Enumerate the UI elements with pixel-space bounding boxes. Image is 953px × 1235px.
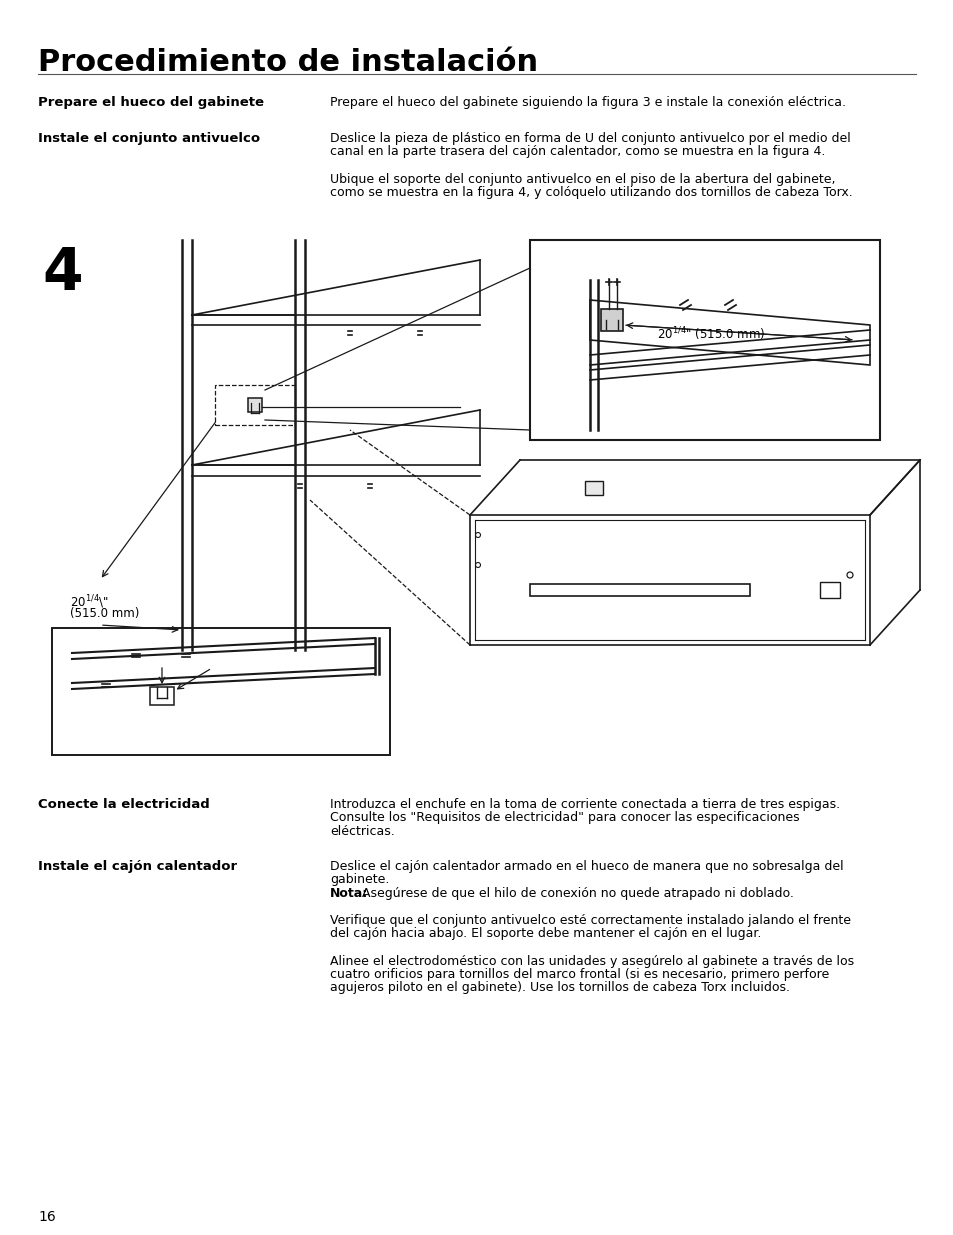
Bar <box>214 385 294 425</box>
Text: cuatro orificios para tornillos del marco frontal (si es necesario, primero perf: cuatro orificios para tornillos del marc… <box>330 968 828 981</box>
Text: Conecte la electricidad: Conecte la electricidad <box>38 798 210 811</box>
Text: Prepare el hueco del gabinete: Prepare el hueco del gabinete <box>38 96 264 109</box>
Text: Procedimiento de instalación: Procedimiento de instalación <box>38 48 537 77</box>
Text: del cajón hacia abajo. El soporte debe mantener el cajón en el lugar.: del cajón hacia abajo. El soporte debe m… <box>330 927 760 941</box>
Text: Deslice el cajón calentador armado en el hueco de manera que no sobresalga del: Deslice el cajón calentador armado en el… <box>330 860 842 873</box>
Bar <box>530 584 749 597</box>
Text: Deslice la pieza de plástico en forma de U del conjunto antivuelco por el medio : Deslice la pieza de plástico en forma de… <box>330 132 850 144</box>
Text: 16: 16 <box>38 1210 55 1224</box>
Text: 20$^{1/4}$" (515.0 mm): 20$^{1/4}$" (515.0 mm) <box>657 325 764 342</box>
Text: eléctricas.: eléctricas. <box>330 825 395 839</box>
Text: Verifique que el conjunto antivuelco esté correctamente instalado jalando el fre: Verifique que el conjunto antivuelco est… <box>330 914 850 927</box>
Bar <box>820 582 840 598</box>
Text: 20$^{1/4}$\": 20$^{1/4}$\" <box>70 593 109 610</box>
Text: (515.0 mm): (515.0 mm) <box>70 606 139 620</box>
Bar <box>584 480 602 495</box>
Text: gabinete.: gabinete. <box>330 873 389 887</box>
Bar <box>600 309 622 331</box>
Text: Instale el conjunto antivuelco: Instale el conjunto antivuelco <box>38 132 260 144</box>
Text: Introduzca el enchufe en la toma de corriente conectada a tierra de tres espigas: Introduzca el enchufe en la toma de corr… <box>330 798 840 811</box>
Text: 4: 4 <box>42 245 83 303</box>
Bar <box>530 240 879 440</box>
Text: Prepare el hueco del gabinete siguiendo la figura 3 e instale la conexión eléctr: Prepare el hueco del gabinete siguiendo … <box>330 96 845 109</box>
Bar <box>52 629 390 755</box>
Text: Asegúrese de que el hilo de conexión no quede atrapado ni doblado.: Asegúrese de que el hilo de conexión no … <box>357 887 793 900</box>
Text: Alinee el electrodoméstico con las unidades y asegúrelo al gabinete a través de : Alinee el electrodoméstico con las unida… <box>330 955 853 967</box>
Text: Instale el cajón calentador: Instale el cajón calentador <box>38 860 237 873</box>
Text: Ubique el soporte del conjunto antivuelco en el piso de la abertura del gabinete: Ubique el soporte del conjunto antivuelc… <box>330 173 835 185</box>
Polygon shape <box>150 687 173 705</box>
Text: agujeros piloto en el gabinete). Use los tornillos de cabeza Torx incluidos.: agujeros piloto en el gabinete). Use los… <box>330 982 789 994</box>
Bar <box>248 398 262 412</box>
Text: Nota:: Nota: <box>330 887 368 900</box>
Text: Consulte los "Requisitos de electricidad" para conocer las especificaciones: Consulte los "Requisitos de electricidad… <box>330 811 799 825</box>
Text: canal en la parte trasera del cajón calentador, como se muestra en la figura 4.: canal en la parte trasera del cajón cale… <box>330 146 824 158</box>
Text: como se muestra en la figura 4, y colóquelo utilizando dos tornillos de cabeza T: como se muestra en la figura 4, y colóqu… <box>330 186 852 199</box>
